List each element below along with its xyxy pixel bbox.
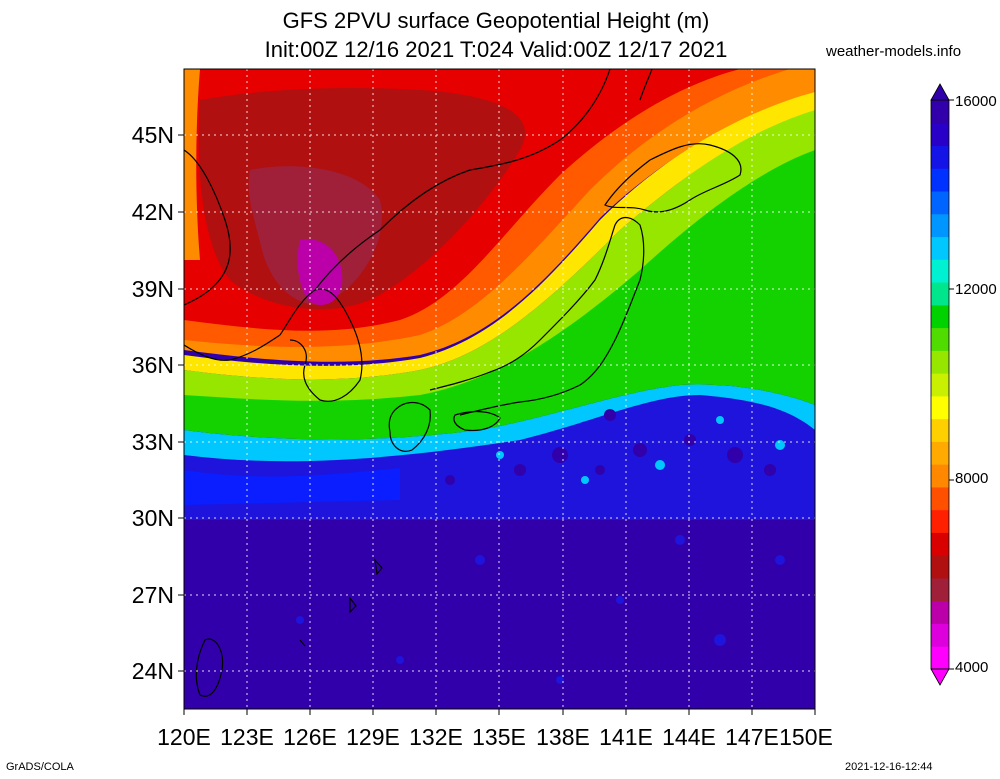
lon-label: 120E: [157, 724, 211, 750]
lat-label: 39N: [131, 276, 174, 302]
colorbar-segment: [931, 122, 949, 147]
lon-label: 144E: [662, 724, 716, 750]
software-credit: GrADS/COLA: [6, 761, 74, 773]
gridlines: [184, 69, 815, 709]
colorbar-segment: [931, 509, 949, 533]
colorbar-segment: [931, 486, 949, 511]
lon-label: 135E: [472, 724, 526, 750]
colorbar-segment: [931, 100, 949, 124]
colorbar-segment: [931, 441, 949, 465]
lon-label: 129E: [346, 724, 400, 750]
colorbar-segment: [931, 168, 949, 192]
colorbar-segment: [931, 600, 949, 624]
colorbar-segment: [931, 350, 949, 374]
colorbar-segment: [931, 623, 949, 647]
colorbar-segment: [931, 236, 949, 260]
lon-label: 147E: [725, 724, 779, 750]
colorbar-label: 4000: [955, 659, 989, 676]
lat-label: 33N: [131, 429, 174, 455]
colorbar-frame: [930, 99, 950, 670]
colorbar-segment: [931, 304, 949, 329]
coastlines: [184, 69, 742, 697]
colorbar-segment: [931, 213, 949, 238]
colorbar-segment: [931, 145, 949, 169]
lat-label: 24N: [131, 658, 174, 684]
colorbar-segment: [931, 191, 949, 215]
lon-label: 123E: [220, 724, 274, 750]
source-label: weather-models.info: [826, 43, 962, 60]
colorbar-segment: [931, 577, 949, 602]
colorbar-segment: [931, 327, 949, 351]
lat-label: 45N: [131, 122, 174, 148]
colorbar-segment: [931, 532, 949, 556]
lon-label: 132E: [409, 724, 463, 750]
lat-label: 30N: [131, 505, 174, 531]
colorbar-label: 8000: [955, 470, 989, 487]
colorbar-segment: [931, 395, 949, 420]
lat-label: 36N: [131, 352, 174, 378]
chart-subtitle: Init:00Z 12/16 2021 T:024 Valid:00Z 12/1…: [264, 37, 728, 62]
axis-ticks: [178, 134, 816, 715]
colorbar-segment: [931, 418, 949, 442]
colorbar-label: 12000: [955, 281, 997, 298]
colorbar: [930, 83, 954, 686]
colorbar-segment: [931, 555, 949, 579]
lat-label: 27N: [131, 582, 174, 608]
colorbar-min-arrow: [930, 668, 950, 686]
chart-title: GFS 2PVU surface Geopotential Height (m): [282, 8, 710, 33]
colorbar-label: 16000: [955, 93, 997, 110]
colorbar-segment: [931, 464, 949, 488]
timestamp: 2021-12-16-12:44: [845, 761, 933, 773]
lat-label: 42N: [131, 199, 174, 225]
lon-label: 141E: [599, 724, 653, 750]
colorbar-segment: [931, 282, 949, 306]
lon-label: 138E: [536, 724, 590, 750]
colorbar-segment: [931, 259, 949, 283]
colorbar-segment: [931, 646, 949, 670]
colorbar-segment: [931, 373, 949, 397]
lon-label: 126E: [283, 724, 337, 750]
lon-label: 150E: [779, 724, 833, 750]
colorbar-max-arrow: [930, 83, 950, 101]
